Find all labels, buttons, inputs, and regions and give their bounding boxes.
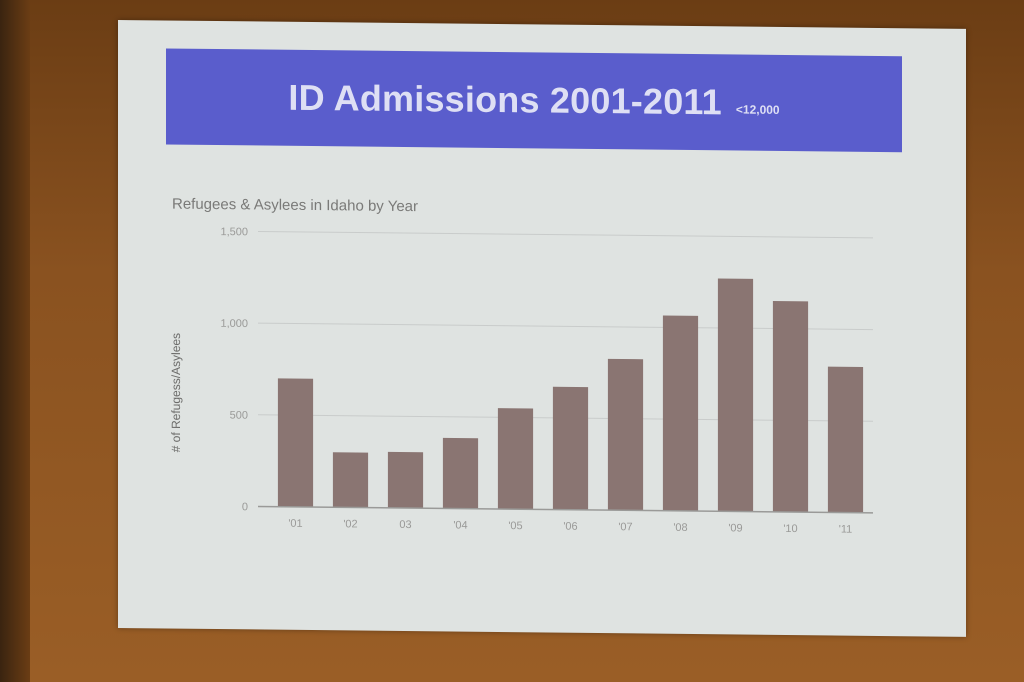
y-axis-ticks: 0 500 1,000 1,500 [220, 226, 248, 513]
x-tick-label: '01 [288, 518, 302, 530]
x-tick-label: '06 [563, 521, 577, 533]
bar [332, 452, 369, 508]
x-tick-label: 03 [399, 519, 411, 531]
x-tick-label: '11 [839, 524, 853, 536]
x-tick-label: '09 [728, 522, 742, 534]
x-tick-label: '04 [453, 520, 467, 532]
gridline [258, 322, 873, 331]
y-tick-label: 1,500 [220, 226, 248, 238]
x-axis-ticks: '01 '02 03 '04 '05 '06 '07 '08 '09 '10 '11 [288, 518, 852, 536]
x-tick-label: '05 [508, 520, 522, 532]
bar [662, 315, 699, 512]
projected-slide: ID Admissions 2001-2011 <12,000 Refugees… [118, 20, 966, 637]
gridline [258, 230, 873, 239]
bar [607, 358, 644, 511]
y-axis-label: # of Refugess/Asylees [169, 333, 183, 453]
bar [552, 386, 589, 510]
bar [772, 301, 809, 513]
y-tick-label: 1,000 [220, 318, 248, 330]
x-tick-label: '07 [618, 521, 632, 533]
bar [497, 408, 534, 510]
wall-shadow [0, 0, 30, 682]
x-tick-label: '10 [783, 523, 797, 535]
x-axis-line [258, 505, 873, 514]
y-tick-label: 500 [230, 410, 248, 422]
chart-bars [277, 278, 864, 513]
y-tick-label: 0 [242, 501, 248, 513]
bar [717, 278, 754, 512]
bar [442, 437, 479, 509]
x-tick-label: '02 [343, 518, 357, 530]
bar [277, 378, 314, 508]
bar [387, 451, 424, 509]
bar [827, 366, 864, 513]
x-tick-label: '08 [673, 522, 687, 534]
